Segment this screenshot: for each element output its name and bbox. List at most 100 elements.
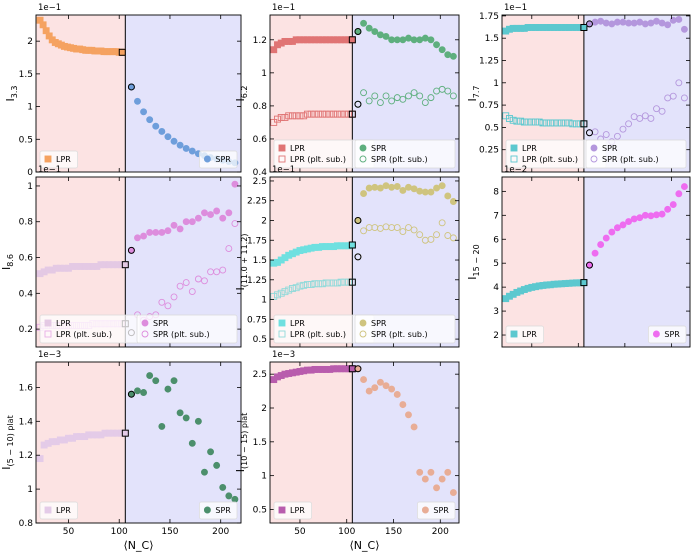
- y-tick-label: 0.5: [253, 505, 267, 515]
- data-point: [315, 280, 323, 288]
- series-lpr-plt-sub: [270, 110, 356, 126]
- data-point: [427, 94, 435, 102]
- data-point: [619, 125, 627, 133]
- data-point: [405, 411, 412, 419]
- legend-label: SPR: [433, 506, 449, 515]
- data-point: [613, 224, 621, 232]
- legend-label: LPR: [56, 319, 71, 328]
- legend-label: SPR: [664, 330, 680, 339]
- data-point: [669, 92, 677, 100]
- y-tick-label: 2: [261, 216, 267, 226]
- data-point: [365, 184, 373, 192]
- data-point: [641, 112, 649, 120]
- legend-label: LPR: [290, 144, 305, 153]
- data-point: [158, 127, 166, 135]
- series-lpr-plt-sub: [270, 278, 356, 300]
- data-point: [345, 278, 353, 286]
- data-point: [194, 275, 202, 283]
- legend-label: SPR: [602, 144, 618, 153]
- data-point: [558, 119, 566, 127]
- legend-label: LPR: [522, 330, 537, 339]
- data-point: [182, 144, 190, 152]
- legend-marker: [141, 330, 149, 338]
- legend-marker: [510, 330, 518, 338]
- data-point: [225, 209, 233, 217]
- data-point: [188, 288, 196, 295]
- data-point: [653, 105, 660, 113]
- legend-marker: [590, 144, 598, 152]
- y-axis-label: I(11.0 + 11.2): [234, 234, 249, 291]
- data-point: [376, 99, 384, 107]
- data-point: [134, 234, 141, 242]
- data-point: [388, 36, 396, 44]
- legend-lpr: LPR LPR (plt. sub.): [273, 314, 375, 344]
- y-axis-label: I8.6: [0, 254, 15, 270]
- data-point: [576, 120, 584, 128]
- legend-label: LPR: [290, 319, 305, 328]
- data-point: [405, 183, 412, 191]
- data-point: [393, 224, 401, 232]
- spr-region: [352, 362, 459, 523]
- y-tick-label: 1.5: [253, 256, 267, 266]
- endpoint-outline: [580, 23, 588, 31]
- data-point: [388, 385, 396, 393]
- y-tick-label: 2.5: [253, 177, 267, 187]
- legend-spr: SPR SPR (plt. sub.): [354, 139, 456, 169]
- data-point: [405, 92, 412, 100]
- data-point: [292, 284, 300, 292]
- data-point: [376, 184, 384, 192]
- legend-marker: [278, 330, 286, 338]
- data-point: [121, 261, 129, 269]
- data-point: [421, 188, 429, 196]
- data-point: [399, 401, 407, 409]
- series-spr-plt-sub: [127, 220, 239, 337]
- y-axis-label: I(5 − 10) plat: [0, 415, 15, 469]
- legend-spr: SPR SPR (plt. sub.): [136, 314, 238, 344]
- data-point: [444, 87, 452, 95]
- data-point: [630, 215, 638, 223]
- data-point: [176, 225, 184, 233]
- data-point: [619, 221, 627, 229]
- legend-label: LPR: [290, 506, 305, 515]
- data-point: [194, 417, 202, 425]
- data-point: [333, 279, 341, 287]
- data-point: [225, 492, 233, 500]
- legend-spr: SPR: [648, 325, 687, 344]
- data-point: [416, 36, 424, 44]
- series-lpr: [36, 429, 129, 463]
- series-lpr: [270, 365, 356, 384]
- endpoint-outline: [354, 28, 362, 36]
- y-tick-label: 2.5: [253, 370, 267, 380]
- legend-marker: [652, 330, 660, 338]
- data-point: [201, 468, 208, 476]
- legend-spr: SPR: [199, 501, 238, 520]
- endpoint-outline: [580, 120, 588, 128]
- series-lpr: [270, 36, 356, 54]
- data-point: [449, 92, 457, 100]
- legend-marker: [421, 506, 429, 514]
- data-point: [281, 288, 289, 296]
- axis-scale-label: 1e−1: [38, 3, 61, 13]
- data-point: [513, 117, 521, 125]
- data-point: [664, 21, 672, 29]
- x-tick-label: 50: [63, 527, 75, 537]
- y-axis-label: I3.3: [4, 86, 19, 102]
- y-tick-label: 1.4: [19, 417, 34, 427]
- series-lpr-plt-sub: [502, 112, 588, 128]
- data-point: [388, 183, 396, 191]
- data-point: [410, 36, 418, 44]
- data-point: [535, 118, 543, 126]
- data-point: [630, 19, 638, 27]
- data-point: [371, 28, 379, 35]
- data-point: [613, 132, 621, 140]
- y-tick-label: 1.2: [19, 451, 33, 461]
- endpoint-outline: [585, 129, 593, 137]
- data-point: [602, 131, 610, 138]
- data-point: [213, 461, 221, 469]
- data-point: [322, 110, 330, 118]
- data-point: [602, 19, 610, 27]
- endpoint-outline: [585, 261, 593, 269]
- data-point: [219, 214, 227, 222]
- legend-spr: SPR: [199, 150, 238, 169]
